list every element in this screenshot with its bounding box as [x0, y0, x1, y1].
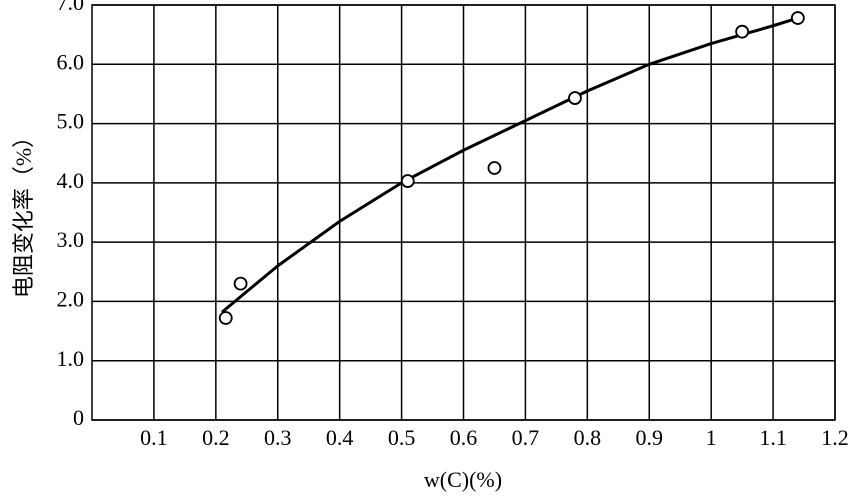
- y-tick-label: 3.0: [57, 227, 85, 252]
- data-point: [233, 276, 248, 291]
- fit-curve: [221, 16, 799, 314]
- x-tick-label: 0.9: [636, 425, 664, 450]
- y-tick-label: 1.0: [57, 346, 85, 371]
- data-point: [790, 11, 805, 25]
- data-point: [400, 174, 415, 188]
- data-point: [487, 161, 502, 175]
- x-tick-label: 0.1: [140, 425, 168, 450]
- y-tick-label: 5.0: [57, 109, 85, 134]
- data-point: [218, 311, 233, 325]
- x-tick-label: 0.4: [326, 425, 354, 450]
- x-tick-label: 1.1: [759, 425, 787, 450]
- data-point: [735, 24, 750, 39]
- y-tick-label: 4.0: [57, 168, 85, 193]
- x-tick-label: 1.2: [821, 425, 849, 450]
- x-tick-label: 0.8: [574, 425, 602, 450]
- y-axis-label: 电阻变化率（%）: [11, 126, 36, 298]
- x-tick-label: 1: [706, 425, 717, 450]
- y-tick-label: 6.0: [57, 49, 85, 74]
- x-axis-label: w(C)(%): [424, 467, 502, 492]
- y-tick-label: 7.0: [57, 0, 85, 15]
- x-tick-label: 0.5: [388, 425, 416, 450]
- x-tick-label: 0.6: [450, 425, 478, 450]
- y-tick-label: 0: [73, 405, 84, 430]
- y-tick-label: 2.0: [57, 286, 85, 311]
- x-tick-label: 0.3: [264, 425, 292, 450]
- data-point: [568, 91, 582, 105]
- x-tick-label: 0.7: [512, 425, 540, 450]
- x-tick-label: 0.2: [202, 425, 230, 450]
